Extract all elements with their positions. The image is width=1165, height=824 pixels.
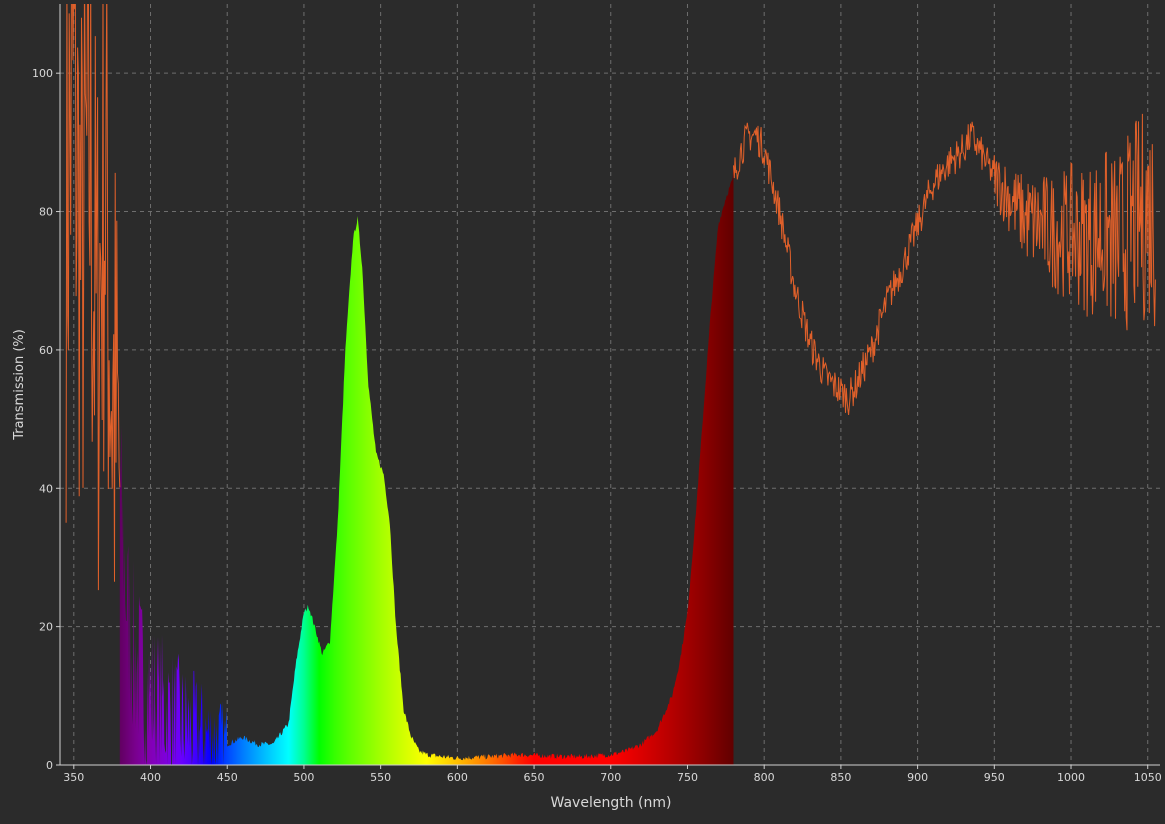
- x-tick-label: 900: [907, 771, 928, 784]
- y-tick-label: 0: [46, 759, 53, 772]
- x-tick-label: 350: [63, 771, 84, 784]
- x-tick-label: 1050: [1134, 771, 1162, 784]
- x-tick-label: 600: [447, 771, 468, 784]
- series-line-ir: [733, 113, 1156, 415]
- y-tick-label: 40: [39, 482, 53, 495]
- x-tick-label: 950: [984, 771, 1005, 784]
- x-tick-label: 650: [524, 771, 545, 784]
- y-tick-label: 100: [32, 67, 53, 80]
- y-tick-label: 80: [39, 206, 53, 219]
- x-tick-label: 700: [600, 771, 621, 784]
- spectrum-area: [119, 165, 734, 765]
- x-tick-label: 750: [677, 771, 698, 784]
- axes: [59, 4, 1160, 766]
- y-tick-label: 60: [39, 344, 53, 357]
- series-line-uv: [65, 4, 121, 591]
- x-tick-label: 450: [217, 771, 238, 784]
- y-tick-label: 20: [39, 621, 53, 634]
- x-tick-label: 1000: [1057, 771, 1085, 784]
- plot-area: [60, 4, 1160, 765]
- y-axis-label: Transmission (%): [12, 329, 27, 441]
- series-layer: [65, 4, 1156, 591]
- spectrum-fill: [119, 165, 734, 765]
- x-axis-label: Wavelength (nm): [551, 795, 672, 811]
- x-tick-label: 850: [830, 771, 851, 784]
- x-tick-label: 400: [140, 771, 161, 784]
- tick-labels: 350 400 450 500 550 600 650 700 750 800 850 900 950 1…: [32, 67, 1162, 784]
- x-tick-label: 550: [370, 771, 391, 784]
- x-tick-label: 800: [754, 771, 775, 784]
- x-tick-label: 500: [293, 771, 314, 784]
